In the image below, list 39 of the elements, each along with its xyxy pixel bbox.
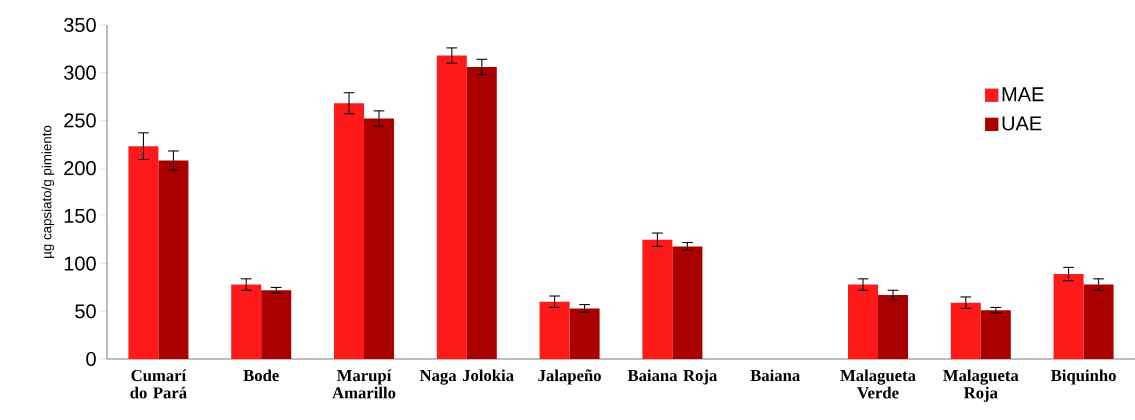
y-axis-title: µg capsiato/g pimiento: [41, 125, 55, 258]
bar: [950, 302, 981, 359]
bar: [158, 160, 189, 359]
x-tick-label: Malagueta Verde: [840, 369, 916, 399]
bar: [642, 239, 673, 359]
bar: [128, 146, 159, 359]
bar: [539, 301, 570, 359]
x-tick-label: Biquinho: [1050, 369, 1116, 385]
y-tick-label: 250: [64, 113, 96, 128]
bar: [231, 284, 262, 359]
x-tick-label: Naga Jolokia: [419, 369, 514, 385]
legend-label: UAE: [1002, 116, 1042, 131]
x-tick-label: Cumarí do Pará: [130, 369, 187, 399]
x-tick-label: Marupí Amarillo: [332, 369, 396, 399]
y-tick-label: 100: [64, 256, 96, 271]
bar: [848, 284, 878, 359]
bar: [334, 103, 365, 359]
bar: [1083, 284, 1114, 359]
y-tick-label: 150: [64, 208, 96, 223]
x-tick-label: Malagueta Roja: [943, 369, 1019, 402]
y-tick-label: 350: [64, 17, 96, 33]
y-tick-label: 300: [64, 65, 96, 80]
bar: [466, 66, 497, 359]
x-tick-label: Bode: [243, 369, 279, 382]
bar: [436, 55, 467, 359]
bar: [1053, 274, 1084, 359]
legend-label: MAE: [1002, 87, 1044, 102]
bar: [980, 310, 1011, 359]
bar: [261, 290, 292, 359]
bar: [878, 295, 908, 359]
y-tick-label: 0: [86, 351, 96, 367]
x-tick-label: Baiana: [750, 369, 800, 382]
x-tick-label: Baiana Roja: [627, 369, 718, 385]
bar: [569, 308, 600, 359]
bar: [672, 246, 703, 359]
bar: [364, 118, 395, 359]
x-tick-label: Jalapeño: [538, 369, 601, 385]
y-tick-label: 200: [64, 161, 96, 176]
y-tick-label: 50: [75, 304, 96, 319]
